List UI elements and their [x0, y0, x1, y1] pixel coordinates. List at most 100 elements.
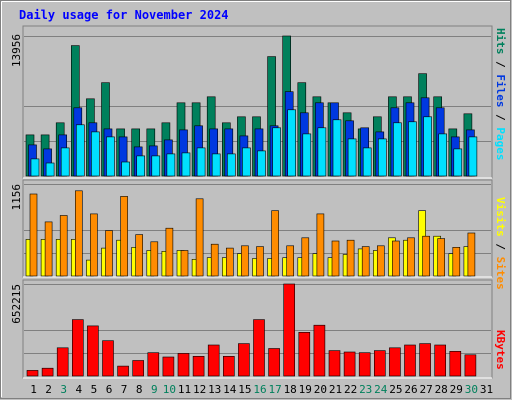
- sites-bar-day-24: [376, 245, 385, 277]
- day-label: 20: [314, 383, 327, 396]
- pages-bar-day-23: [362, 147, 372, 177]
- sites-bar-day-6: [105, 230, 113, 277]
- day-label: 2: [45, 383, 52, 396]
- pages-bar-day-28: [438, 133, 448, 177]
- sites-bar-day-3: [59, 215, 68, 277]
- pages-bar-day-29: [453, 148, 463, 177]
- pages-bar-day-18: [287, 109, 297, 177]
- legend-pages: Pages: [494, 127, 507, 160]
- day-label: 30: [465, 383, 478, 396]
- pages-bar-day-17: [272, 127, 281, 177]
- day-label: 1: [30, 383, 37, 396]
- sites-bar-day-5: [90, 213, 98, 277]
- kbytes-bar-day-19: [298, 331, 311, 377]
- day-label: 22: [344, 383, 357, 396]
- sites-bar-day-22: [346, 239, 355, 277]
- kbytes-bar-day-3: [56, 347, 69, 377]
- kbytes-legend-label: KBytes: [494, 330, 507, 370]
- sites-bar-day-23: [361, 246, 370, 277]
- kbytes-bar-day-22: [343, 351, 356, 377]
- sites-bar-day-25: [392, 240, 400, 277]
- kbytes-bar-day-27: [419, 343, 431, 377]
- kbytes-bar-day-2: [41, 367, 54, 377]
- kbytes-bar-day-30: [464, 354, 477, 377]
- kbytes-bar-day-13: [207, 344, 220, 377]
- pages-bar-day-13: [211, 153, 221, 177]
- hits-ymax-label: 13956: [10, 34, 23, 67]
- day-label: 27: [419, 383, 432, 396]
- kbytes-bar-day-10: [162, 356, 175, 377]
- sites-bar-day-7: [120, 196, 128, 277]
- legend-kbytes: KBytes: [494, 330, 507, 370]
- pages-bar-day-9: [151, 155, 161, 177]
- sites-bar-day-4: [75, 190, 83, 277]
- day-label: 21: [329, 383, 342, 396]
- hits-files-pages-bars: [24, 35, 491, 177]
- kbytes-bar-day-12: [192, 355, 205, 377]
- kbytes-bars: [24, 283, 491, 377]
- sites-bar-day-15: [241, 245, 249, 277]
- day-label: 12: [193, 383, 206, 396]
- hits-legend-label: Hits / Files / Pages: [494, 28, 507, 161]
- day-label: 9: [151, 383, 158, 396]
- day-label: 23: [359, 383, 372, 396]
- pages-bar-day-10: [166, 153, 176, 177]
- legend-sep-3: /: [494, 237, 507, 257]
- kbytes-bar-day-15: [238, 343, 250, 377]
- legend-sep-2: /: [494, 108, 507, 128]
- pages-bar-day-8: [136, 155, 145, 177]
- day-label: 19: [299, 383, 312, 396]
- sites-bar-day-29: [452, 247, 461, 277]
- pages-bar-day-16: [257, 150, 266, 177]
- kbytes-bar-day-24: [373, 350, 386, 377]
- pages-bar-day-30: [468, 136, 478, 177]
- pages-bar-day-27: [423, 116, 432, 177]
- day-label: 14: [223, 383, 237, 396]
- pages-bar-day-6: [106, 136, 115, 177]
- day-label: 13: [208, 383, 221, 396]
- pages-bar-day-24: [377, 138, 387, 177]
- pages-bar-day-7: [121, 161, 130, 177]
- day-label: 17: [268, 383, 281, 396]
- pages-bar-day-3: [60, 147, 70, 177]
- sites-bar-day-1: [29, 193, 38, 277]
- pages-bar-day-19: [302, 133, 312, 177]
- sites-visits-bars: [24, 184, 491, 277]
- pages-bar-day-15: [242, 147, 251, 177]
- pages-bar-day-25: [393, 122, 402, 177]
- day-label: 18: [284, 383, 297, 396]
- kbytes-bar-day-7: [117, 365, 129, 377]
- sites-bar-day-11: [180, 250, 189, 277]
- day-label: 16: [253, 383, 266, 396]
- kbytes-bar-day-18: [283, 283, 296, 377]
- kbytes-bar-day-4: [72, 319, 84, 377]
- kbytes-bar-day-21: [328, 350, 341, 377]
- sites-bar-day-19: [301, 237, 310, 277]
- kbytes-ymax-label: 652215: [10, 284, 23, 324]
- chart-title: Daily usage for November 2024: [19, 8, 229, 22]
- sites-bar-day-17: [271, 210, 279, 277]
- day-label: 7: [121, 383, 128, 396]
- day-label: 25: [389, 383, 402, 396]
- pages-bar-day-26: [408, 121, 417, 177]
- kbytes-bar-day-17: [268, 348, 280, 377]
- pages-bar-day-2: [45, 162, 55, 177]
- day-label: 4: [75, 383, 82, 396]
- pages-bar-day-4: [76, 124, 85, 177]
- sites-bar-day-12: [195, 198, 204, 277]
- legend-sites: Sites: [494, 257, 507, 290]
- kbytes-bar-day-14: [223, 355, 235, 377]
- day-label: 5: [91, 383, 98, 396]
- day-label: 11: [178, 383, 191, 396]
- legend-visits: Visits: [494, 197, 507, 237]
- kbytes-bar-day-11: [177, 353, 190, 377]
- pages-bar-day-12: [196, 147, 206, 177]
- kbytes-bar-day-25: [389, 347, 401, 377]
- day-label: 15: [238, 383, 251, 396]
- pages-bar-day-21: [332, 119, 342, 177]
- sites-bar-day-28: [437, 238, 446, 277]
- pages-bar-day-11: [181, 152, 191, 177]
- sites-bar-day-20: [316, 213, 325, 277]
